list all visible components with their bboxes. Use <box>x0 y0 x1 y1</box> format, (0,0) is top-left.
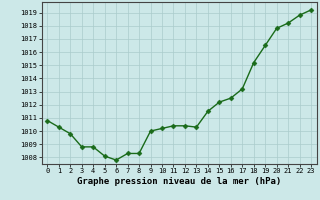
X-axis label: Graphe pression niveau de la mer (hPa): Graphe pression niveau de la mer (hPa) <box>77 177 281 186</box>
